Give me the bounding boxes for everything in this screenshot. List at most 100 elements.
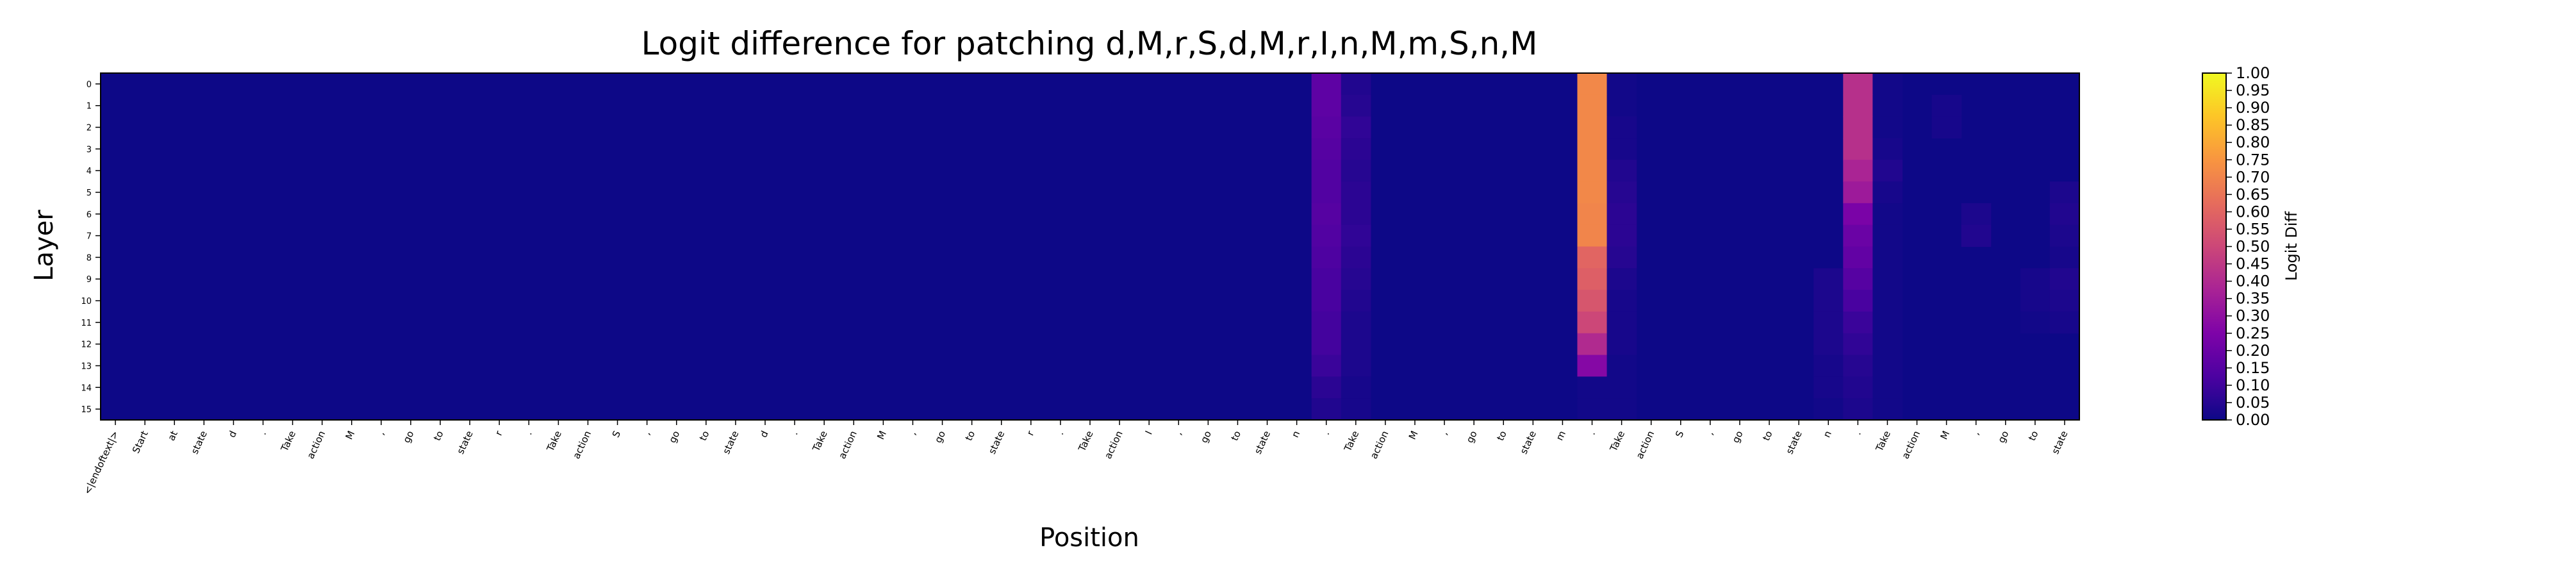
heatmap-cell [1341, 138, 1371, 160]
x-tick-label: state [2049, 429, 2070, 456]
x-tick-label: , [1970, 429, 1981, 437]
x-tick-label: action [1368, 429, 1391, 460]
colorbar-tick-label: 0.75 [2236, 151, 2270, 169]
heatmap-cell [1577, 181, 1608, 204]
heatmap-cells [101, 73, 2080, 421]
x-tick-label: d [757, 429, 770, 439]
heatmap-cell [1577, 333, 1608, 356]
colorbar-gradient [2202, 72, 2227, 421]
heatmap-cell [1606, 224, 1637, 247]
heatmap-cell [1577, 311, 1608, 334]
colorbar-label: Logit Diff [2283, 211, 2300, 281]
y-tick-label: 10 [81, 297, 92, 306]
heatmap-cell [2020, 290, 2051, 312]
colorbar-tick-label: 0.05 [2236, 394, 2270, 412]
colorbar-tick-label: 0.80 [2236, 133, 2270, 151]
heatmap-cell [1577, 355, 1608, 377]
heatmap-cell [2049, 203, 2080, 226]
heatmap-cell [1843, 376, 1873, 399]
x-tick-label: , [1173, 429, 1184, 437]
x-tick-label: Take [810, 429, 830, 454]
x-tick-label: Take [1607, 429, 1627, 454]
chart-title: Logit difference for patching d,M,r,S,d,… [641, 25, 1538, 62]
colorbar-tick-label: 1.00 [2236, 64, 2270, 82]
x-tick-label: M [1407, 429, 1421, 441]
heatmap-cell [1872, 376, 1903, 399]
heatmap-cell [1577, 376, 1608, 399]
x-tick-label: at [165, 429, 180, 442]
heatmap-cell [1311, 333, 1342, 356]
heatmap-cell [1311, 181, 1342, 204]
x-tick-label: state [1518, 429, 1539, 456]
heatmap-cell [1872, 203, 1903, 226]
heatmap-cell [1341, 376, 1371, 399]
heatmap-cell [1872, 290, 1903, 312]
heatmap-cell [2049, 246, 2080, 269]
x-tick-label: S [610, 429, 623, 439]
x-tick-label: M [343, 429, 358, 441]
heatmap-cell [1341, 116, 1371, 139]
heatmap-cell [1843, 160, 1873, 182]
x-tick-label: go [400, 429, 416, 445]
x-tick-label: r [493, 428, 505, 437]
heatmap-cell [1843, 116, 1873, 139]
heatmap-cell [2049, 290, 2080, 312]
y-tick-label: 5 [87, 188, 92, 198]
x-tick-label: state [1252, 429, 1273, 456]
x-tick-label: to [2026, 429, 2041, 442]
heatmap-cell [1311, 311, 1342, 334]
x-tick-label: action [1102, 429, 1125, 460]
x-tick-label: go [666, 429, 682, 445]
heatmap-cell [1606, 94, 1637, 117]
heatmap-cell [1872, 138, 1903, 160]
y-tick-label: 15 [81, 405, 92, 415]
x-tick-label: , [1438, 429, 1449, 437]
colorbar-tick-label: 0.40 [2236, 272, 2270, 290]
heatmap-cell [1843, 181, 1873, 204]
colorbar: 0.000.050.100.150.200.250.300.350.400.45… [2202, 64, 2300, 429]
x-axis-label: Position [1039, 523, 1139, 553]
heatmap-cell [1872, 73, 1903, 96]
x-tick-label: . [257, 429, 268, 437]
x-tick-label: d [226, 429, 239, 439]
x-tick-label: <|endoftext|> [81, 429, 121, 496]
x-tick-label: to [963, 429, 978, 442]
x-tick-label: M [875, 429, 889, 441]
y-tick-label: 1 [87, 102, 92, 112]
heatmap-cell [1341, 181, 1371, 204]
y-axis-label: Layer [29, 210, 59, 281]
x-tick-label: . [1320, 429, 1332, 437]
heatmap-cell [1872, 116, 1903, 139]
x-tick-label: state [720, 429, 741, 456]
heatmap-cell [1311, 138, 1342, 160]
x-tick-label: . [1586, 429, 1598, 437]
heatmap-cell [2020, 268, 2051, 290]
y-tick-label: 3 [87, 145, 92, 155]
x-tick-label: go [1464, 429, 1480, 445]
heatmap-cell [1606, 398, 1637, 421]
heatmap-cell [1341, 246, 1371, 269]
colorbar-tick-label: 0.45 [2236, 255, 2270, 273]
heatmap-cell [1606, 73, 1637, 96]
heatmap-cell [1311, 268, 1342, 290]
colorbar-ticks: 0.000.050.100.150.200.250.300.350.400.45… [2226, 64, 2270, 429]
heatmap-cell [1872, 94, 1903, 117]
heatmap-cell [1311, 376, 1342, 399]
heatmap-cell [1341, 398, 1371, 421]
x-tick-label: , [1704, 429, 1715, 437]
heatmap-cell [1311, 246, 1342, 269]
x-tick-label: Take [1342, 429, 1362, 454]
heatmap-cell [1606, 181, 1637, 204]
heatmap-cell [1577, 398, 1608, 421]
x-tick-label: action [836, 429, 859, 460]
heatmap-cell [1341, 203, 1371, 226]
heatmap-cell [1606, 203, 1637, 226]
x-tick-label: Start [130, 429, 151, 455]
heatmap-cell [2049, 224, 2080, 247]
y-tick-label: 13 [81, 362, 92, 371]
heatmap-cell [2049, 268, 2080, 290]
x-tick-label: action [570, 429, 593, 460]
heatmap-background [101, 73, 2079, 420]
